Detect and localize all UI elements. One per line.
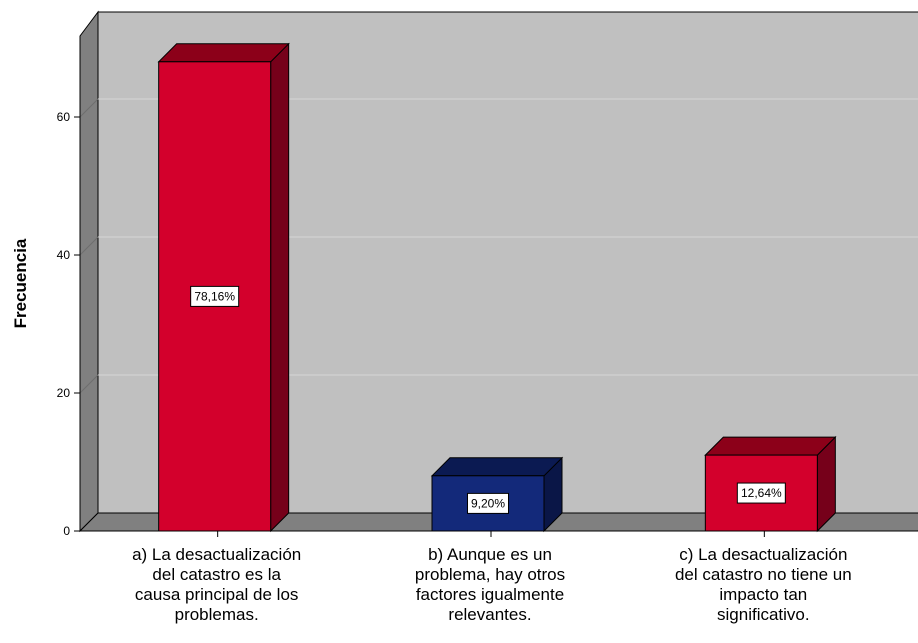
data-label: 78,16% <box>194 289 235 303</box>
data-label-box <box>467 492 509 514</box>
data-label-box <box>736 482 786 504</box>
y-tick-label: 60 <box>57 110 71 124</box>
y-axis-title: Frecuencia <box>11 238 30 328</box>
y-tick-label: 20 <box>57 386 71 400</box>
x-category-line: del catastro es la <box>152 565 281 584</box>
x-category-line: a) La desactualización <box>132 545 301 564</box>
x-category-line: c) La desactualización <box>679 545 847 564</box>
x-category-line: relevantes. <box>448 605 531 624</box>
bar-top <box>157 43 290 63</box>
bar-group: 12,64% <box>704 435 837 533</box>
x-category-line: b) Aunque es un <box>428 545 552 564</box>
bar-side <box>270 42 290 533</box>
data-label: 12,64% <box>741 486 782 500</box>
x-category-label: a) La desactualización del catastro es la… <box>132 545 301 624</box>
x-category-line: del catastro no tiene un <box>675 565 852 584</box>
x-category-line: significativo. <box>717 605 810 624</box>
x-category-line: problemas. <box>175 605 259 624</box>
x-category-label: c) La desactualización del catastro no ti… <box>675 545 852 624</box>
bar-top <box>704 436 837 456</box>
side-wall <box>79 10 99 533</box>
x-axis: a) La desactualización del catastro es la… <box>132 531 852 624</box>
bar-top <box>430 457 564 477</box>
y-axis: 0 20 40 60 <box>57 36 81 538</box>
bar-group: 78,16% <box>157 42 290 533</box>
y-tick-label: 40 <box>57 248 71 262</box>
x-category-line: impacto tan <box>719 585 807 604</box>
x-category-line: causa principal de los <box>135 585 298 604</box>
y-tick-label: 0 <box>63 524 70 538</box>
x-category-line: factores igualmente <box>416 585 564 604</box>
gridline-side <box>79 236 99 256</box>
data-label-box <box>190 285 240 307</box>
gridline-side <box>79 374 99 394</box>
data-label: 9,20% <box>471 496 505 510</box>
x-category-line: problema, hay otros <box>415 565 565 584</box>
gridline-side <box>79 98 99 118</box>
x-category-label: b) Aunque es un problema, hay otros factor… <box>415 545 565 624</box>
bars: 78,16% 9,20% 12,64% <box>157 42 837 533</box>
bar-group: 9,20% <box>430 456 564 533</box>
